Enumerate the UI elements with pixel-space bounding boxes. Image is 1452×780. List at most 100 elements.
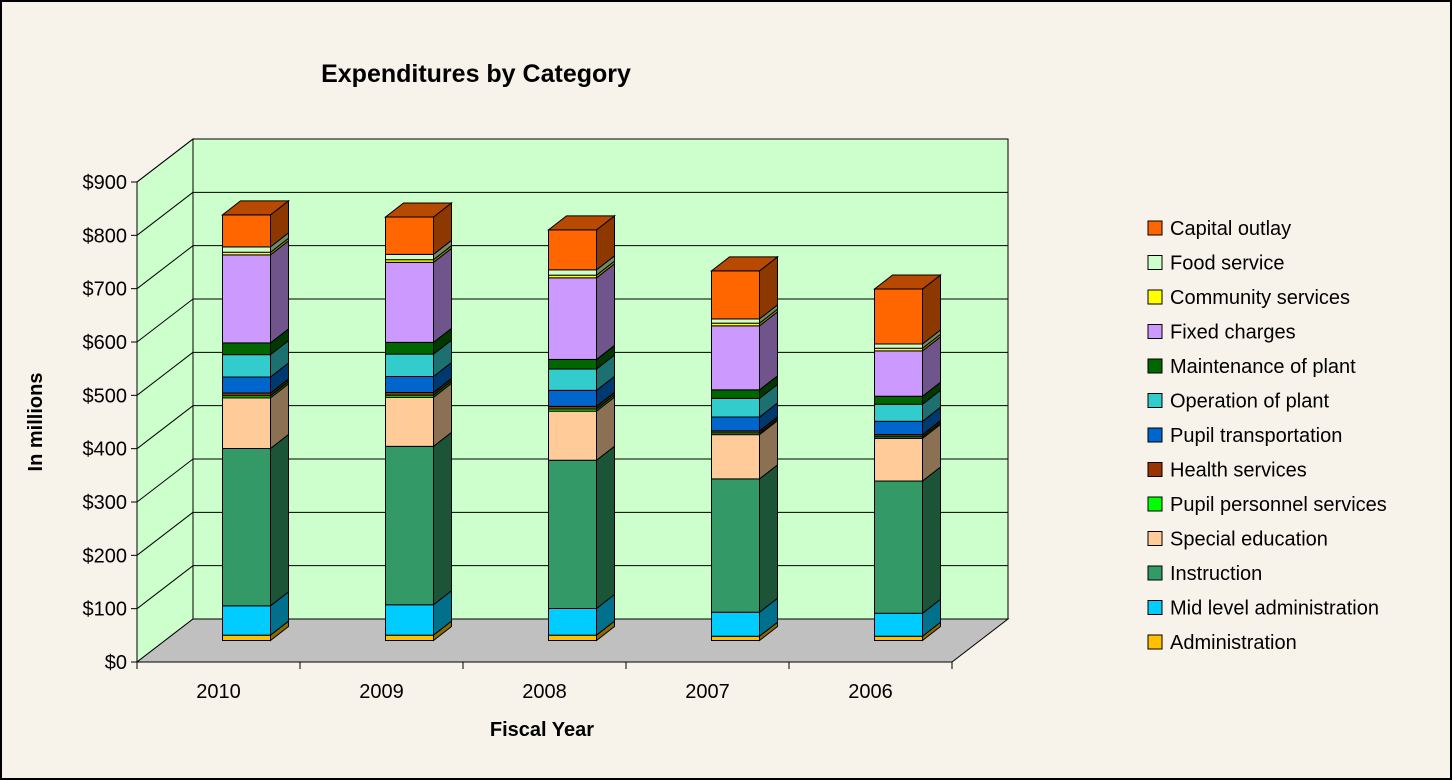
bar-segment <box>222 590 289 637</box>
bar-segment <box>874 389 941 423</box>
y-tick-label: $800 <box>83 225 128 247</box>
bar-top <box>547 215 616 231</box>
y-tick-label: $100 <box>83 599 128 621</box>
legend-label: Operation of plant <box>1170 391 1329 413</box>
legend-label: Pupil personnel services <box>1170 494 1387 516</box>
legend-swatch <box>1147 358 1163 374</box>
legend-label: Administration <box>1170 632 1297 654</box>
x-axis-title: Fiscal Year <box>490 719 594 741</box>
bar-segment <box>222 382 289 450</box>
legend-label: Health services <box>1170 460 1307 482</box>
legend-swatch <box>1147 496 1163 512</box>
bar-segment <box>222 362 289 395</box>
bar-segment <box>711 463 778 614</box>
bar-stack-2006 <box>873 274 942 642</box>
gridline <box>136 245 194 290</box>
gridline <box>136 405 194 450</box>
bar-segment <box>222 433 289 607</box>
bar-segment <box>548 214 615 271</box>
y-tick-label: $700 <box>83 279 128 301</box>
x-tick-label: 2007 <box>685 681 730 703</box>
legend-item: Maintenance of plant <box>1147 356 1356 378</box>
legend-swatch <box>1147 289 1163 305</box>
bar-segment <box>711 255 778 320</box>
legend-swatch <box>1147 634 1163 650</box>
bar-segment <box>711 310 778 391</box>
legend-item: Fixed charges <box>1147 322 1296 344</box>
legend-label: Maintenance of plant <box>1170 356 1356 378</box>
bar-top <box>873 274 942 290</box>
legend-swatch <box>1147 600 1163 615</box>
x-tick-label: 2010 <box>196 681 241 703</box>
gridline <box>136 351 194 396</box>
bar-stack-2009 <box>384 202 453 642</box>
y-tick-label: $400 <box>83 439 128 461</box>
bar-segment <box>548 396 615 462</box>
bar-segment <box>711 597 778 638</box>
bar-segment <box>874 274 941 345</box>
legend-swatch <box>1147 462 1163 477</box>
y-tick-label: $900 <box>83 172 128 194</box>
legend-label: Fixed charges <box>1170 322 1296 344</box>
legend-label: Food service <box>1170 253 1285 275</box>
bar-top <box>221 200 290 216</box>
bar-segment <box>711 383 778 419</box>
legend-swatch <box>1147 220 1163 236</box>
bar-segment <box>222 239 289 344</box>
legend-item: Instruction <box>1147 563 1262 585</box>
gridline <box>136 565 194 610</box>
legend-item: Food service <box>1147 253 1285 275</box>
bar-segment <box>385 202 452 256</box>
legend-swatch <box>1147 393 1163 408</box>
x-tick-label: 2006 <box>848 681 893 703</box>
y-tick-label: $0 <box>105 652 127 674</box>
bar-top <box>384 202 453 218</box>
legend-swatch <box>1147 255 1163 270</box>
legend-label: Pupil transportation <box>1170 425 1342 447</box>
legend-item: Operation of plant <box>1147 391 1329 413</box>
legend-label: Special education <box>1170 529 1328 551</box>
gridline <box>136 511 194 556</box>
gridline <box>136 458 194 503</box>
legend-swatch <box>1147 531 1163 546</box>
gridline <box>136 298 194 343</box>
bar-stack-2010 <box>221 199 290 642</box>
legend-label: Capital outlay <box>1170 218 1291 240</box>
bar-segment <box>385 589 452 637</box>
legend-swatch <box>1147 565 1163 581</box>
bar-segment <box>385 431 452 606</box>
legend-item: Mid level administration <box>1147 598 1379 620</box>
y-tick-label: $200 <box>83 545 128 567</box>
legend-label: Instruction <box>1170 563 1262 585</box>
bar-segment <box>222 327 289 356</box>
bar-top <box>710 256 779 272</box>
x-tick-label: 2009 <box>359 681 404 703</box>
y-tick-label: $300 <box>83 492 128 514</box>
bar-segment <box>548 445 615 610</box>
bar-segment <box>222 199 289 248</box>
y-tick-label: $600 <box>83 332 128 354</box>
bar-segment <box>874 335 941 398</box>
legend: Capital outlay Food service Community serv… <box>1147 218 1387 654</box>
gridline <box>136 138 194 183</box>
y-tick-label: $500 <box>83 385 128 407</box>
gridline <box>136 191 194 236</box>
legend-swatch <box>1147 427 1163 443</box>
legend-label: Community services <box>1170 287 1350 309</box>
legend-label: Mid level administration <box>1170 598 1379 620</box>
bar-segment <box>385 382 452 448</box>
legend-item: Administration <box>1147 632 1297 654</box>
legend-item: Special education <box>1147 529 1328 551</box>
legend-item: Capital outlay <box>1147 218 1291 240</box>
legend-swatch <box>1147 324 1163 339</box>
bar-segment <box>385 361 452 394</box>
bar-segment <box>874 406 941 436</box>
bar-stack-2008 <box>547 214 616 642</box>
x-tick-label: 2008 <box>522 681 567 703</box>
bar-stack-2007 <box>710 255 779 642</box>
chart-title: Expenditures by Category <box>321 60 631 88</box>
side-wall <box>136 137 194 664</box>
bar-segment <box>711 419 778 480</box>
